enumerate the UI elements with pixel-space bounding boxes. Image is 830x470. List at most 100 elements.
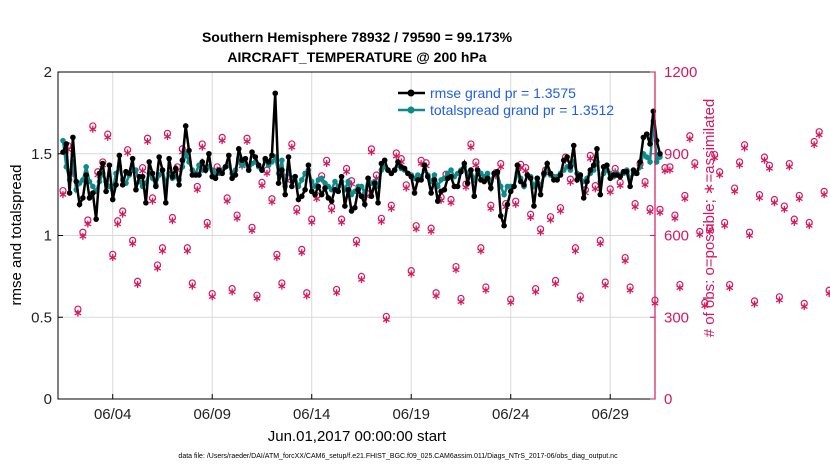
obs-assimilated-stroke (168, 218, 176, 224)
spread-point (484, 170, 491, 177)
rmse-point (375, 200, 381, 206)
obs-assimilated-stroke (522, 168, 530, 174)
obs-assimilated-point (512, 200, 520, 208)
obs-assimilated-point (790, 218, 798, 226)
rmse-point (66, 190, 73, 196)
obs-assimilated-point (770, 199, 778, 207)
rmse-point (212, 175, 219, 182)
obs-assimilated-point (432, 292, 440, 300)
obs-assimilated-point (701, 302, 709, 310)
obs-assimilated-stroke (74, 310, 82, 316)
obs-assimilated-point (452, 266, 460, 274)
rmse-point (411, 190, 418, 196)
obs-assimilated-stroke (452, 267, 460, 273)
rmse-point (206, 150, 212, 157)
rmse-point (126, 170, 133, 177)
rmse-point (166, 155, 172, 162)
rmse-point (371, 180, 378, 186)
obs-assimilated-stroke (457, 299, 465, 305)
obs-assimilated-stroke (477, 248, 485, 254)
rmse-point (272, 90, 279, 97)
rmse-point (186, 147, 192, 154)
chart-title: Southern Hemisphere 78932 / 79590 = 99.1… (202, 29, 513, 45)
legend-spread-label: totalspread grand pr = 1.3512 (430, 102, 614, 118)
obs-assimilated-point (124, 149, 132, 157)
obs-assimilated-point (591, 185, 599, 193)
rmse-point (298, 193, 305, 200)
y-right-tick-label: 1200 (664, 64, 697, 81)
obs-assimilated-stroke (462, 184, 470, 190)
obs-assimilated-stroke (193, 187, 201, 193)
obs-assimilated-stroke (328, 207, 336, 213)
obs-assimilated-stroke (89, 126, 97, 132)
obs-assimilated-stroke (412, 226, 420, 232)
obs-assimilated-stroke (153, 265, 162, 271)
x-tick-label: 06/24 (492, 406, 530, 423)
obs-assimilated-stroke (402, 185, 410, 191)
y-axis-left-label: rmse and totalspread (8, 165, 25, 306)
obs-assimilated-stroke (303, 293, 311, 299)
rmse-point (570, 142, 577, 149)
obs-assimilated-stroke (755, 195, 763, 201)
legend: rmse grand pr = 1.3575 totalspread grand… (398, 85, 614, 118)
obs-assimilated-point (149, 197, 157, 205)
obs-assimilated-stroke (586, 156, 594, 162)
x-tick-label: 06/19 (392, 406, 430, 423)
obs-assimilated-point (497, 163, 505, 171)
rmse-point (222, 164, 229, 170)
obs-assimilated-point (74, 309, 82, 317)
obs-assimilated-point (815, 131, 823, 139)
rmse-point (70, 134, 76, 141)
obs-assimilated-point (681, 195, 689, 203)
obs-assimilated-point (144, 137, 152, 145)
rmse-point (604, 162, 610, 168)
obs-assimilated-stroke (507, 300, 515, 305)
obs-assimilated-stroke (736, 162, 744, 168)
rmse-point (265, 159, 272, 165)
obs-assimilated-stroke (825, 292, 830, 296)
rmse-point (461, 160, 468, 167)
rmse-point (113, 182, 119, 188)
rmse-point (289, 183, 295, 190)
obs-assimilated-stroke (820, 192, 828, 197)
rmse-point (252, 154, 259, 160)
obs-assimilated-stroke (472, 162, 480, 168)
obs-assimilated-stroke (656, 210, 664, 215)
obs-assimilated-stroke (726, 285, 734, 291)
obs-assimilated-point (392, 152, 400, 160)
rmse-point (99, 160, 106, 167)
y-right-tick-label: 300 (664, 309, 689, 326)
obs-assimilated-stroke (343, 169, 351, 175)
obs-assimilated-stroke (163, 134, 171, 139)
rmse-point (488, 185, 494, 191)
obs-assimilated-stroke (447, 200, 455, 206)
obs-assimilated-point (377, 218, 385, 226)
obs-assimilated-point (741, 144, 749, 152)
obs-assimilated-stroke (124, 150, 132, 156)
rmse-point (133, 186, 139, 193)
obs-assimilated-stroke (591, 186, 599, 192)
obs-assimilated-stroke (104, 135, 112, 140)
obs-assimilated-stroke (392, 153, 400, 159)
rmse-point (511, 183, 517, 190)
rmse-point (514, 162, 521, 168)
obs-assimilated-point (755, 194, 763, 202)
obs-assimilated-point (621, 257, 629, 265)
rmse-point (421, 162, 428, 168)
obs-assimilated-stroke (571, 248, 579, 254)
obs-assimilated-point (59, 191, 67, 199)
rmse-series-points (60, 90, 663, 229)
obs-assimilated-stroke (537, 229, 545, 235)
obs-assimilated-stroke (497, 164, 505, 170)
obs-assimilated-point (233, 214, 241, 222)
obs-assimilated-point (288, 143, 296, 151)
obs-assimilated-point (731, 187, 739, 195)
rmse-point (590, 162, 597, 168)
rmse-point (594, 146, 600, 152)
obs-assimilated-stroke (253, 296, 261, 301)
obs-assimilated-point (447, 199, 455, 207)
obs-assimilated-stroke (243, 139, 251, 144)
obs-assimilated-stroke (198, 144, 206, 150)
rmse-point (468, 167, 474, 173)
